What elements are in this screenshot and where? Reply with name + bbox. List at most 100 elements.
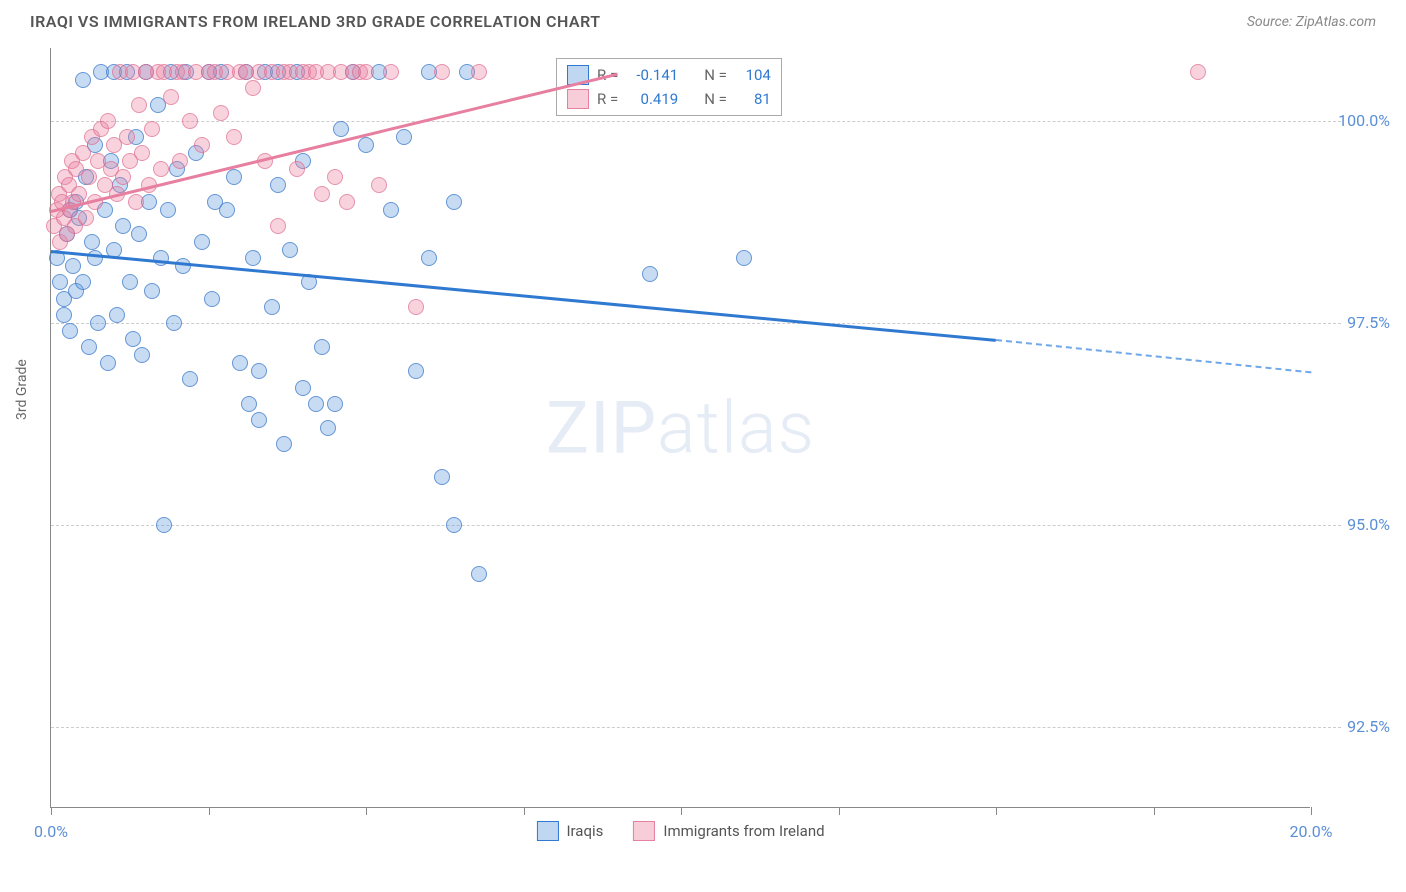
- x-tick: [366, 807, 367, 815]
- scatter-point: [339, 194, 355, 210]
- scatter-point: [308, 396, 324, 412]
- scatter-point: [75, 274, 91, 290]
- x-tick: [209, 807, 210, 815]
- scatter-point: [204, 291, 220, 307]
- scatter-point: [270, 177, 286, 193]
- scatter-point: [90, 315, 106, 331]
- x-tick-label: 20.0%: [1290, 822, 1333, 841]
- scatter-point: [56, 307, 72, 323]
- scatter-point: [327, 169, 343, 185]
- scatter-point: [182, 113, 198, 129]
- x-tick: [1154, 807, 1155, 815]
- scatter-point: [333, 121, 349, 137]
- scatter-point: [65, 258, 81, 274]
- scatter-point: [241, 396, 257, 412]
- scatter-point: [153, 161, 169, 177]
- stat-r-label: R =: [597, 90, 618, 108]
- scatter-point: [175, 258, 191, 274]
- scatter-point: [81, 339, 97, 355]
- scatter-point: [251, 412, 267, 428]
- scatter-point: [358, 137, 374, 153]
- scatter-point: [358, 64, 374, 80]
- x-tick: [681, 807, 682, 815]
- scatter-point: [115, 218, 131, 234]
- scatter-point: [314, 339, 330, 355]
- scatter-point: [736, 250, 752, 266]
- y-tick-label: 100.0%: [1338, 111, 1390, 130]
- legend-item-iraqis: Iraqis: [536, 821, 603, 841]
- scatter-point: [125, 331, 141, 347]
- scatter-point: [226, 129, 242, 145]
- x-tick: [839, 807, 840, 815]
- scatter-point: [194, 234, 210, 250]
- stat-n-label: N =: [704, 90, 727, 108]
- scatter-point: [131, 97, 147, 113]
- y-tick-label: 95.0%: [1347, 515, 1390, 534]
- legend-swatch-blue: [536, 821, 558, 841]
- scatter-point: [320, 420, 336, 436]
- scatter-point: [270, 218, 286, 234]
- legend-label: Iraqis: [566, 822, 603, 840]
- scatter-point: [156, 517, 172, 533]
- trend-line: [51, 250, 996, 341]
- scatter-point: [383, 64, 399, 80]
- watermark: ZIPatlas: [546, 385, 815, 470]
- legend: Iraqis Immigrants from Ireland: [536, 821, 824, 841]
- scatter-point: [371, 177, 387, 193]
- scatter-point: [134, 145, 150, 161]
- scatter-point: [166, 315, 182, 331]
- y-tick-label: 97.5%: [1347, 313, 1390, 332]
- stat-n-value: 104: [735, 66, 771, 84]
- scatter-point: [314, 186, 330, 202]
- scatter-point: [134, 347, 150, 363]
- gridline: [51, 121, 1341, 122]
- scatter-point: [87, 250, 103, 266]
- scatter-point: [421, 250, 437, 266]
- gridline: [51, 525, 1341, 526]
- scatter-point: [245, 250, 261, 266]
- scatter-point: [115, 169, 131, 185]
- scatter-point: [434, 469, 450, 485]
- scatter-point: [446, 194, 462, 210]
- scatter-point: [408, 363, 424, 379]
- scatter-point: [153, 250, 169, 266]
- x-tick: [524, 807, 525, 815]
- x-tick-label: 0.0%: [34, 822, 68, 841]
- scatter-point: [128, 194, 144, 210]
- scatter-point: [1190, 64, 1206, 80]
- scatter-point: [289, 161, 305, 177]
- stat-r-value: 0.419: [626, 90, 678, 108]
- scatter-chart: ZIPatlas R =-0.141N =104R =0.419N =81 Ir…: [50, 48, 1310, 808]
- legend-label: Immigrants from Ireland: [663, 822, 824, 840]
- chart-header: IRAQI VS IMMIGRANTS FROM IRELAND 3RD GRA…: [0, 0, 1406, 39]
- scatter-point: [75, 72, 91, 88]
- scatter-point: [264, 299, 280, 315]
- stats-row: R =0.419N =81: [567, 87, 771, 111]
- scatter-point: [62, 323, 78, 339]
- scatter-point: [219, 202, 235, 218]
- scatter-point: [144, 121, 160, 137]
- scatter-point: [251, 363, 267, 379]
- gridline: [51, 727, 1341, 728]
- legend-item-ireland: Immigrants from Ireland: [633, 821, 824, 841]
- chart-title: IRAQI VS IMMIGRANTS FROM IRELAND 3RD GRA…: [30, 12, 601, 31]
- x-tick: [996, 807, 997, 815]
- y-axis-label: 3rd Grade: [14, 359, 30, 420]
- gridline: [51, 323, 1341, 324]
- scatter-point: [84, 234, 100, 250]
- scatter-point: [172, 153, 188, 169]
- scatter-point: [144, 283, 160, 299]
- scatter-point: [245, 80, 261, 96]
- stat-n-label: N =: [704, 66, 727, 84]
- trend-line: [996, 339, 1311, 373]
- scatter-point: [471, 566, 487, 582]
- scatter-point: [434, 64, 450, 80]
- scatter-point: [100, 113, 116, 129]
- scatter-point: [182, 371, 198, 387]
- stats-swatch: [567, 89, 589, 109]
- scatter-point: [75, 145, 91, 161]
- scatter-point: [81, 169, 97, 185]
- scatter-point: [119, 129, 135, 145]
- x-tick: [51, 807, 52, 815]
- scatter-point: [383, 202, 399, 218]
